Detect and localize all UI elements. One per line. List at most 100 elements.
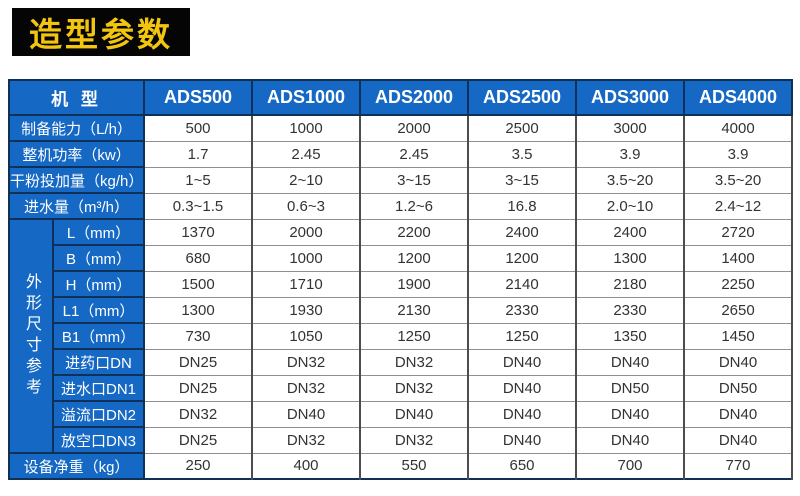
header-row: 机 型 ADS500 ADS1000 ADS2000 ADS2500 ADS30… bbox=[7, 79, 794, 116]
value-cell: 1000 bbox=[251, 114, 362, 142]
model-header-ads2500: ADS2500 bbox=[467, 79, 578, 116]
table-row-net-weight: 设备净重（kg） 250 400 550 650 700 770 bbox=[7, 452, 794, 480]
value-cell: 1050 bbox=[251, 322, 362, 350]
value-cell: DN25 bbox=[143, 374, 254, 402]
row-label: 进水量（m³/h） bbox=[7, 192, 146, 220]
value-cell: 2330 bbox=[467, 296, 578, 324]
value-cell: 1200 bbox=[359, 244, 470, 272]
value-cell: DN40 bbox=[683, 426, 794, 454]
model-header-ads1000: ADS1000 bbox=[251, 79, 362, 116]
value-cell: 1370 bbox=[143, 218, 254, 246]
value-cell: 1930 bbox=[251, 296, 362, 324]
row-sublabel: B（mm） bbox=[51, 244, 146, 272]
value-cell: 1500 bbox=[143, 270, 254, 298]
value-cell: 2000 bbox=[251, 218, 362, 246]
value-cell: DN32 bbox=[359, 374, 470, 402]
row-sublabel: 溢流口DN2 bbox=[51, 400, 146, 428]
value-cell: DN32 bbox=[251, 426, 362, 454]
value-cell: DN40 bbox=[251, 400, 362, 428]
value-cell: 650 bbox=[467, 452, 578, 480]
value-cell: 1900 bbox=[359, 270, 470, 298]
row-label: 干粉投加量（kg/h） bbox=[7, 166, 146, 194]
value-cell: 500 bbox=[143, 114, 254, 142]
table-row-overflow: 溢流口DN2 DN32 DN40 DN40 DN40 DN40 DN40 bbox=[9, 400, 794, 428]
model-header-ads2000: ADS2000 bbox=[359, 79, 470, 116]
value-cell: DN32 bbox=[251, 374, 362, 402]
value-cell: 2180 bbox=[575, 270, 686, 298]
value-cell: 2.4~12 bbox=[683, 192, 794, 220]
value-cell: 3000 bbox=[575, 114, 686, 142]
value-cell: DN40 bbox=[683, 400, 794, 428]
row-label: 制备能力（L/h） bbox=[7, 114, 146, 142]
row-sublabel: 进药口DN bbox=[51, 348, 146, 376]
value-cell: 1.7 bbox=[143, 140, 254, 168]
value-cell: 770 bbox=[683, 452, 794, 480]
value-cell: 3.5 bbox=[467, 140, 578, 168]
table-row-powder-dosing: 干粉投加量（kg/h） 1~5 2~10 3~15 3~15 3.5~20 3.… bbox=[7, 166, 794, 194]
model-header-ads4000: ADS4000 bbox=[683, 79, 794, 116]
value-cell: DN32 bbox=[359, 348, 470, 376]
value-cell: 2000 bbox=[359, 114, 470, 142]
value-cell: 2200 bbox=[359, 218, 470, 246]
value-cell: 1300 bbox=[575, 244, 686, 272]
value-cell: 0.3~1.5 bbox=[143, 192, 254, 220]
value-cell: 1250 bbox=[359, 322, 470, 350]
value-cell: 700 bbox=[575, 452, 686, 480]
value-cell: DN25 bbox=[143, 426, 254, 454]
value-cell: 2140 bbox=[467, 270, 578, 298]
value-cell: DN40 bbox=[575, 400, 686, 428]
value-cell: 2330 bbox=[575, 296, 686, 324]
value-cell: DN32 bbox=[143, 400, 254, 428]
dimension-group-label: 外形尺寸参考 bbox=[8, 218, 54, 454]
value-cell: 2400 bbox=[467, 218, 578, 246]
value-cell: 2.45 bbox=[251, 140, 362, 168]
value-cell: 1200 bbox=[467, 244, 578, 272]
value-cell: 2400 bbox=[575, 218, 686, 246]
value-cell: 3.9 bbox=[575, 140, 686, 168]
value-cell: 680 bbox=[143, 244, 254, 272]
table-row-dim-H: H（mm） 1500 1710 1900 2140 2180 2250 bbox=[9, 270, 794, 298]
value-cell: DN40 bbox=[575, 348, 686, 376]
value-cell: DN40 bbox=[359, 400, 470, 428]
value-cell: 2650 bbox=[683, 296, 794, 324]
page-title: 造型参数 bbox=[12, 8, 190, 56]
value-cell: DN32 bbox=[251, 348, 362, 376]
value-cell: DN40 bbox=[575, 426, 686, 454]
value-cell: 3~15 bbox=[359, 166, 470, 194]
row-sublabel: B1（mm） bbox=[51, 322, 146, 350]
table-row-dim-B: B（mm） 680 1000 1200 1200 1300 1400 bbox=[9, 244, 794, 272]
row-label: 设备净重（kg） bbox=[7, 452, 146, 480]
value-cell: 2250 bbox=[683, 270, 794, 298]
value-cell: 1300 bbox=[143, 296, 254, 324]
value-cell: 1710 bbox=[251, 270, 362, 298]
row-sublabel: 放空口DN3 bbox=[51, 426, 146, 454]
row-sublabel: L1（mm） bbox=[51, 296, 146, 324]
value-cell: DN25 bbox=[143, 348, 254, 376]
table-row-dim-L1: L1（mm） 1300 1930 2130 2330 2330 2650 bbox=[9, 296, 794, 324]
table-row-water-inlet: 进水口DN1 DN25 DN32 DN32 DN40 DN50 DN50 bbox=[9, 374, 794, 402]
value-cell: DN32 bbox=[359, 426, 470, 454]
table-row-dim-B1: B1（mm） 730 1050 1250 1250 1350 1450 bbox=[9, 322, 794, 350]
table-row-water-intake: 进水量（m³/h） 0.3~1.5 0.6~3 1.2~6 16.8 2.0~1… bbox=[7, 192, 794, 220]
value-cell: 400 bbox=[251, 452, 362, 480]
table-row-dim-L: 外形尺寸参考 L（mm） 1370 2000 2200 2400 2400 27… bbox=[8, 218, 794, 454]
value-cell: DN40 bbox=[467, 426, 578, 454]
value-cell: 1450 bbox=[683, 322, 794, 350]
value-cell: 3.5~20 bbox=[575, 166, 686, 194]
value-cell: 3.5~20 bbox=[683, 166, 794, 194]
value-cell: 1~5 bbox=[143, 166, 254, 194]
row-sublabel: L（mm） bbox=[51, 218, 146, 246]
table-row-drain: 放空口DN3 DN25 DN32 DN32 DN40 DN40 DN40 bbox=[9, 426, 794, 454]
value-cell: 4000 bbox=[683, 114, 794, 142]
value-cell: DN40 bbox=[467, 348, 578, 376]
value-cell: 3.9 bbox=[683, 140, 794, 168]
row-sublabel: 进水口DN1 bbox=[51, 374, 146, 402]
spec-table: 机 型 ADS500 ADS1000 ADS2000 ADS2500 ADS30… bbox=[7, 79, 794, 480]
value-cell: DN50 bbox=[575, 374, 686, 402]
value-cell: DN40 bbox=[467, 400, 578, 428]
value-cell: DN50 bbox=[683, 374, 794, 402]
value-cell: 2130 bbox=[359, 296, 470, 324]
model-header-ads500: ADS500 bbox=[143, 79, 254, 116]
table-row-dosing-inlet: 进药口DN DN25 DN32 DN32 DN40 DN40 DN40 bbox=[9, 348, 794, 376]
